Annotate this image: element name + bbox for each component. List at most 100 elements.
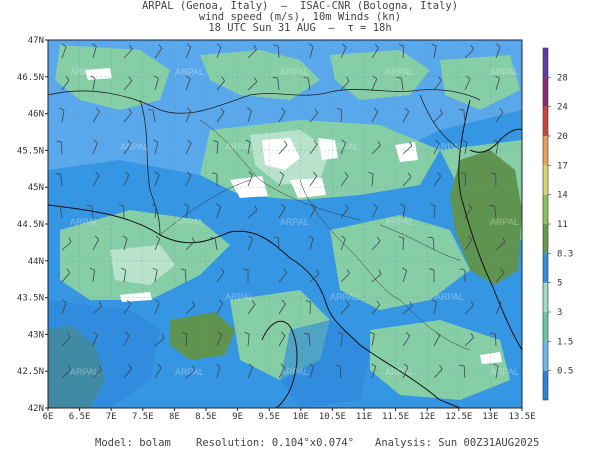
x-tick-label: 12.5E (445, 412, 472, 422)
wind-barb (185, 365, 196, 379)
wind-barb (61, 299, 67, 315)
wind-barb (247, 300, 256, 315)
wind-barb (123, 171, 130, 187)
wind-barb (151, 203, 157, 219)
header-line-3: 18 UTC Sun 31 AUG — τ = 18h (208, 22, 392, 34)
wind-barb (213, 139, 219, 155)
colorbar: 0.5 1.5 3 5 8.3 11 14 17 20 24 28 (542, 47, 573, 401)
x-axis-ticks: 6E 6.5E 7E 7.5E 8E 8.5E 9E 9.5E 10E 10.5E 11E 11.5E… (43, 408, 536, 422)
france-italy-border (139, 99, 161, 236)
colorbar-label: 28 (557, 73, 568, 83)
y-axis-ticks: 47N 46.5N 46N 45.5N 45N 44.5N 44N 43.5N 43N 42.5N… (17, 36, 48, 414)
wind-barb (464, 204, 473, 219)
wind-barb (278, 331, 286, 347)
calm-patch-3 (395, 142, 418, 162)
wind-barb (247, 107, 252, 123)
footer-analysis: Analysis: Sun 00Z31AUG2025 (375, 437, 540, 449)
strong-wind-adriatic (450, 150, 522, 285)
wind-barb (216, 108, 225, 123)
coastlines (48, 99, 522, 408)
wind-zone-central-italy (330, 215, 470, 310)
wind-barb (459, 268, 466, 283)
wind-barb (371, 203, 378, 219)
wind-barb (154, 299, 160, 315)
colorbar-segment (543, 253, 548, 283)
wind-barb (308, 235, 314, 251)
map-field: ARPAL ARPAL ARPAL ARPAL ARPAL ARPAL ARPAL ARPAL… (48, 40, 522, 408)
wind-barb (459, 364, 466, 379)
watermark-text: ARPAL (175, 217, 204, 227)
wind-barb (272, 76, 280, 91)
wind-barb (337, 331, 343, 347)
regional-borders (159, 119, 471, 351)
wind-barb (92, 171, 100, 187)
wind-barb (396, 77, 404, 91)
wind-barb (244, 331, 250, 347)
wind-barb (182, 331, 188, 347)
wind-barb (340, 172, 349, 187)
watermark-text: ARPAL (70, 217, 99, 227)
wind-barb (185, 171, 192, 187)
wind-barb (303, 332, 311, 347)
wind-barb (216, 331, 223, 347)
wind-barb (273, 44, 280, 59)
wind-barb (493, 139, 499, 155)
wind-barb (180, 268, 187, 283)
wind-barb (340, 204, 349, 219)
wind-barb (340, 268, 350, 283)
watermark-text: ARPAL (385, 217, 414, 227)
header-line-2: wind speed (m/s), 10m Winds (kn) (198, 11, 402, 23)
wind-barb (278, 171, 285, 187)
colorbar-label: 0.5 (557, 367, 573, 377)
colorbar-label: 14 (557, 191, 568, 201)
watermark-text: ARPAL (490, 67, 519, 77)
wind-barb (185, 75, 191, 91)
wind-barb (247, 77, 258, 91)
wind-barb (278, 203, 286, 219)
wind-barb (247, 171, 254, 187)
wind-barb (303, 77, 311, 91)
wind-barb (340, 235, 346, 251)
x-tick-label: 9E (232, 412, 243, 422)
wind-barb (335, 364, 342, 379)
x-tick-label: 9.5E (258, 412, 280, 422)
watermark-text: ARPAL (175, 367, 204, 377)
wind-barb (402, 107, 410, 123)
watermark-layer: ARPAL ARPAL ARPAL ARPAL ARPAL ARPAL ARPAL ARPAL… (70, 67, 519, 377)
wind-barb (59, 107, 65, 123)
colorbar-label: 11 (557, 220, 568, 230)
wind-barb (154, 363, 162, 379)
wind-barb (400, 203, 406, 219)
wind-barb (340, 76, 350, 91)
x-tick-label: 10.5E (319, 412, 346, 422)
x-tick-label: 7E (106, 412, 117, 422)
wind-barb (495, 299, 502, 315)
watermark-text: ARPAL (385, 367, 414, 377)
wind-barb (154, 171, 160, 187)
wind-barb (61, 364, 71, 379)
wind-barb (215, 363, 221, 379)
wind-barb (371, 236, 381, 251)
corsica-coast (261, 320, 298, 408)
wind-barb (278, 299, 286, 315)
wind-barb (247, 45, 257, 59)
borders (48, 89, 481, 236)
wind-barb (371, 43, 379, 59)
wind-barb (123, 364, 132, 379)
istria-coast (469, 128, 522, 153)
wind-barb (154, 235, 161, 251)
y-tick-label: 43.5N (17, 294, 44, 304)
colorbar-label: 20 (557, 132, 568, 142)
y-tick-label: 46N (28, 110, 44, 120)
slovenia-border (419, 94, 461, 151)
wind-barb (464, 333, 474, 347)
wind-barb (464, 300, 474, 315)
colorbar-segment (543, 341, 548, 371)
wind-barb (61, 76, 70, 91)
wind-barb (309, 108, 319, 123)
y-tick-label: 42.5N (17, 367, 44, 377)
tyrrhenian-coast (48, 204, 461, 408)
wind-barb (433, 76, 442, 91)
wind-barb (123, 299, 131, 315)
wind-barb (493, 363, 499, 379)
